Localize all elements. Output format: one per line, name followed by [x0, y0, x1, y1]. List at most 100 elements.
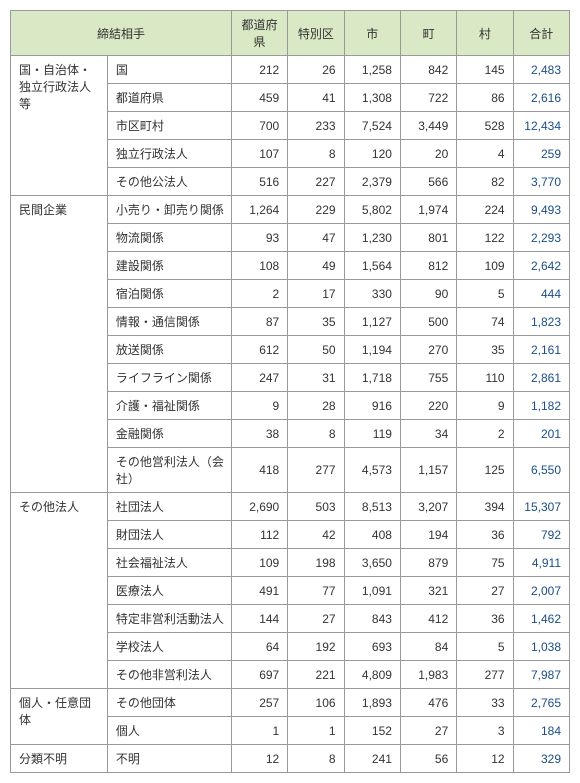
- value-cell: 35: [457, 336, 513, 364]
- value-cell: 1,264: [231, 196, 287, 224]
- value-cell: 112: [231, 521, 287, 549]
- value-cell: 212: [231, 56, 287, 84]
- header-col-2: 市: [344, 11, 400, 56]
- value-cell: 408: [344, 521, 400, 549]
- value-cell: 152: [344, 717, 400, 745]
- value-cell: 106: [288, 689, 344, 717]
- group-cell: 民間企業: [11, 196, 108, 493]
- value-cell: 125: [457, 448, 513, 493]
- detail-cell: 建設関係: [107, 252, 231, 280]
- value-cell: 2: [231, 280, 287, 308]
- header-col-4: 村: [457, 11, 513, 56]
- value-cell: 3: [457, 717, 513, 745]
- detail-cell: 特定非営利活動法人: [107, 605, 231, 633]
- total-cell: 1,038: [513, 633, 569, 661]
- detail-cell: 市区町村: [107, 112, 231, 140]
- total-cell: 1,182: [513, 392, 569, 420]
- value-cell: 2: [457, 420, 513, 448]
- value-cell: 56: [400, 745, 456, 773]
- value-cell: 722: [400, 84, 456, 112]
- value-cell: 20: [400, 140, 456, 168]
- value-cell: 916: [344, 392, 400, 420]
- value-cell: 1,893: [344, 689, 400, 717]
- value-cell: 491: [231, 577, 287, 605]
- value-cell: 84: [400, 633, 456, 661]
- detail-cell: その他非営利法人: [107, 661, 231, 689]
- value-cell: 394: [457, 493, 513, 521]
- value-cell: 27: [457, 577, 513, 605]
- value-cell: 1,564: [344, 252, 400, 280]
- detail-cell: 物流関係: [107, 224, 231, 252]
- value-cell: 5: [457, 280, 513, 308]
- value-cell: 700: [231, 112, 287, 140]
- value-cell: 120: [344, 140, 400, 168]
- value-cell: 693: [344, 633, 400, 661]
- detail-cell: 財団法人: [107, 521, 231, 549]
- total-cell: 792: [513, 521, 569, 549]
- table-row: その他法人社団法人2,6905038,5133,20739415,307: [11, 493, 570, 521]
- value-cell: 31: [288, 364, 344, 392]
- value-cell: 75: [457, 549, 513, 577]
- value-cell: 17: [288, 280, 344, 308]
- value-cell: 843: [344, 605, 400, 633]
- value-cell: 49: [288, 252, 344, 280]
- value-cell: 879: [400, 549, 456, 577]
- detail-cell: 不明: [107, 745, 231, 773]
- value-cell: 503: [288, 493, 344, 521]
- header-col-0: 都道府県: [231, 11, 287, 56]
- value-cell: 38: [231, 420, 287, 448]
- value-cell: 277: [288, 448, 344, 493]
- total-cell: 329: [513, 745, 569, 773]
- value-cell: 5: [457, 633, 513, 661]
- total-cell: 2,007: [513, 577, 569, 605]
- value-cell: 8: [288, 140, 344, 168]
- value-cell: 755: [400, 364, 456, 392]
- value-cell: 257: [231, 689, 287, 717]
- value-cell: 2,379: [344, 168, 400, 196]
- header-col-3: 町: [400, 11, 456, 56]
- value-cell: 198: [288, 549, 344, 577]
- value-cell: 1: [231, 717, 287, 745]
- total-cell: 201: [513, 420, 569, 448]
- value-cell: 1,230: [344, 224, 400, 252]
- total-cell: 184: [513, 717, 569, 745]
- value-cell: 418: [231, 448, 287, 493]
- value-cell: 9: [231, 392, 287, 420]
- value-cell: 412: [400, 605, 456, 633]
- value-cell: 4,809: [344, 661, 400, 689]
- table-row: 民間企業小売り・卸売り関係1,2642295,8021,9742249,493: [11, 196, 570, 224]
- detail-cell: その他団体: [107, 689, 231, 717]
- value-cell: 28: [288, 392, 344, 420]
- table-row: 個人・任意団体その他団体2571061,893476332,765: [11, 689, 570, 717]
- group-cell: 個人・任意団体: [11, 689, 108, 745]
- value-cell: 12: [231, 745, 287, 773]
- value-cell: 697: [231, 661, 287, 689]
- value-cell: 8: [288, 420, 344, 448]
- group-cell: 国・自治体・独立行政法人等: [11, 56, 108, 196]
- header-col-1: 特別区: [288, 11, 344, 56]
- detail-cell: 個人: [107, 717, 231, 745]
- value-cell: 8: [288, 745, 344, 773]
- value-cell: 107: [231, 140, 287, 168]
- value-cell: 516: [231, 168, 287, 196]
- detail-cell: 国: [107, 56, 231, 84]
- value-cell: 1,157: [400, 448, 456, 493]
- value-cell: 842: [400, 56, 456, 84]
- value-cell: 41: [288, 84, 344, 112]
- value-cell: 1: [288, 717, 344, 745]
- total-cell: 1,462: [513, 605, 569, 633]
- detail-cell: 社会福祉法人: [107, 549, 231, 577]
- value-cell: 122: [457, 224, 513, 252]
- detail-cell: その他公法人: [107, 168, 231, 196]
- value-cell: 42: [288, 521, 344, 549]
- value-cell: 227: [288, 168, 344, 196]
- value-cell: 528: [457, 112, 513, 140]
- value-cell: 33: [457, 689, 513, 717]
- total-cell: 2,861: [513, 364, 569, 392]
- value-cell: 224: [457, 196, 513, 224]
- value-cell: 8,513: [344, 493, 400, 521]
- value-cell: 247: [231, 364, 287, 392]
- value-cell: 90: [400, 280, 456, 308]
- value-cell: 82: [457, 168, 513, 196]
- value-cell: 459: [231, 84, 287, 112]
